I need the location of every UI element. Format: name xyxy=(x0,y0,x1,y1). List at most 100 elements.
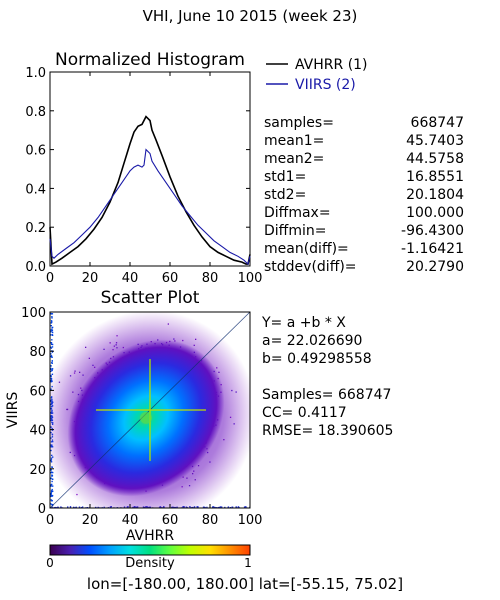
scatter-point xyxy=(50,355,52,358)
histogram-x-tick-label: 100 xyxy=(238,271,263,286)
colorbar-max-label: 1 xyxy=(244,556,252,570)
scatter-point xyxy=(52,503,54,506)
scatter-point xyxy=(50,490,53,492)
scatter-point xyxy=(50,499,52,501)
scatter-point xyxy=(50,322,53,324)
scatter-point xyxy=(51,334,54,336)
scatter-point xyxy=(50,325,52,327)
scatter-point xyxy=(220,506,222,508)
scatter-point xyxy=(50,342,52,344)
histogram-x-tick-label: 0 xyxy=(46,271,54,286)
histogram-y-tick-label: 0.8 xyxy=(25,105,46,120)
scatter-point xyxy=(220,506,223,508)
stat-label: Diffmax= xyxy=(264,205,331,221)
stat-value: 20.2790 xyxy=(406,259,464,275)
scatter-point xyxy=(51,499,53,502)
histogram-x-tick-label: 60 xyxy=(162,271,179,286)
scatter-point xyxy=(50,347,53,349)
scatter-point xyxy=(51,488,53,491)
scatter-point xyxy=(51,368,54,370)
histogram-x-tick-label: 40 xyxy=(122,271,139,286)
density-colorbar: 0 Density 1 xyxy=(46,544,252,571)
scatter-point xyxy=(204,506,206,508)
scatter-plot-area xyxy=(50,312,250,508)
regression-b: b= 0.49298558 xyxy=(262,351,372,367)
scatter-y-tick-label: 60 xyxy=(29,384,46,399)
scatter-point xyxy=(50,346,52,348)
scatter-point xyxy=(50,494,53,497)
scatter-point xyxy=(243,506,246,508)
scatter-point xyxy=(51,483,53,486)
scatter-point xyxy=(60,506,62,508)
scatter-point xyxy=(224,506,226,508)
regression-info: Y= a +b * X a= 22.026690 b= 0.49298558 S… xyxy=(261,315,393,439)
scatter-point xyxy=(51,474,53,476)
scatter-point xyxy=(235,506,237,508)
legend-label-viirs: VIIRS (2) xyxy=(295,77,356,93)
scatter-point xyxy=(51,356,53,358)
figure-title: VHI, June 10 2015 (week 23) xyxy=(143,7,358,25)
stat-label: samples= xyxy=(264,115,334,131)
stat-value: 20.1804 xyxy=(406,187,464,203)
scatter-point xyxy=(212,506,215,508)
histogram-legend: AVHRR (1) VIIRS (2) xyxy=(266,57,368,93)
scatter-point xyxy=(51,343,53,345)
scatter-y-tick-label: 20 xyxy=(29,463,46,478)
scatter-point xyxy=(50,334,52,336)
scatter-point xyxy=(50,320,53,322)
stat-value: 45.7403 xyxy=(406,133,464,149)
scatter-point xyxy=(212,506,214,508)
scatter-point xyxy=(51,471,53,473)
histogram-y-tick-label: 1.0 xyxy=(25,66,46,81)
scatter-point xyxy=(206,506,208,508)
scatter-point xyxy=(57,506,59,508)
scatter-point xyxy=(227,506,230,508)
scatter-point xyxy=(218,506,220,508)
histogram-lines xyxy=(49,115,251,266)
scatter-x-tick-label: 100 xyxy=(238,513,263,528)
scatter-point xyxy=(50,370,52,372)
scatter-point xyxy=(51,480,53,483)
scatter-point xyxy=(51,351,54,353)
scatter-point xyxy=(231,506,233,508)
scatter-point xyxy=(51,316,53,318)
scatter-point xyxy=(51,346,54,348)
statistics-table: samples= 668747 mean1= 45.7403 mean2= 44.5758… xyxy=(264,115,464,275)
scatter-point xyxy=(50,469,52,471)
scatter-xlabel: AVHRR xyxy=(126,528,175,544)
scatter-point xyxy=(51,339,53,341)
scatter-point xyxy=(50,368,52,371)
histogram-y-tick-label: 0.4 xyxy=(25,182,46,197)
scatter-axes: 0 20 40 60 80 100 0 20 40 60 80 100 xyxy=(21,306,262,528)
legend-label-avhrr: AVHRR (1) xyxy=(295,57,368,73)
scatter-point xyxy=(51,475,53,477)
scatter-point xyxy=(75,506,77,508)
histogram-chart: Normalized Histogram 0 20 40 60 80 1000.00.20… xyxy=(25,50,367,286)
stat-label: stddev(diff)= xyxy=(264,259,357,275)
scatter-point xyxy=(50,313,53,315)
scatter-point xyxy=(81,506,84,508)
scatter-point xyxy=(50,493,52,495)
stat-value: 100.000 xyxy=(406,205,464,221)
scatter-point xyxy=(51,326,54,329)
histogram-x-tick-label: 20 xyxy=(82,271,99,286)
regression-rmse: RMSE= 18.390605 xyxy=(262,423,393,439)
scatter-point xyxy=(51,494,54,497)
scatter-point xyxy=(78,506,81,508)
scatter-point xyxy=(50,503,52,505)
scatter-point xyxy=(51,317,53,319)
scatter-point xyxy=(51,313,54,315)
histogram-y-tick-label: 0.2 xyxy=(25,221,46,236)
scatter-point xyxy=(50,495,52,498)
histogram-frame xyxy=(49,71,251,267)
scatter-point xyxy=(50,477,52,480)
histogram-axes: 0 20 40 60 80 100 0.0 0.2 0.4 0.6 0.8 1.0 xyxy=(25,66,262,286)
stat-label: std2= xyxy=(264,187,306,203)
stat-label: std1= xyxy=(264,169,306,185)
stat-value: 44.5758 xyxy=(406,151,464,167)
colorbar-strip xyxy=(49,544,251,556)
scatter-point xyxy=(51,506,53,508)
scatter-point xyxy=(73,506,75,508)
